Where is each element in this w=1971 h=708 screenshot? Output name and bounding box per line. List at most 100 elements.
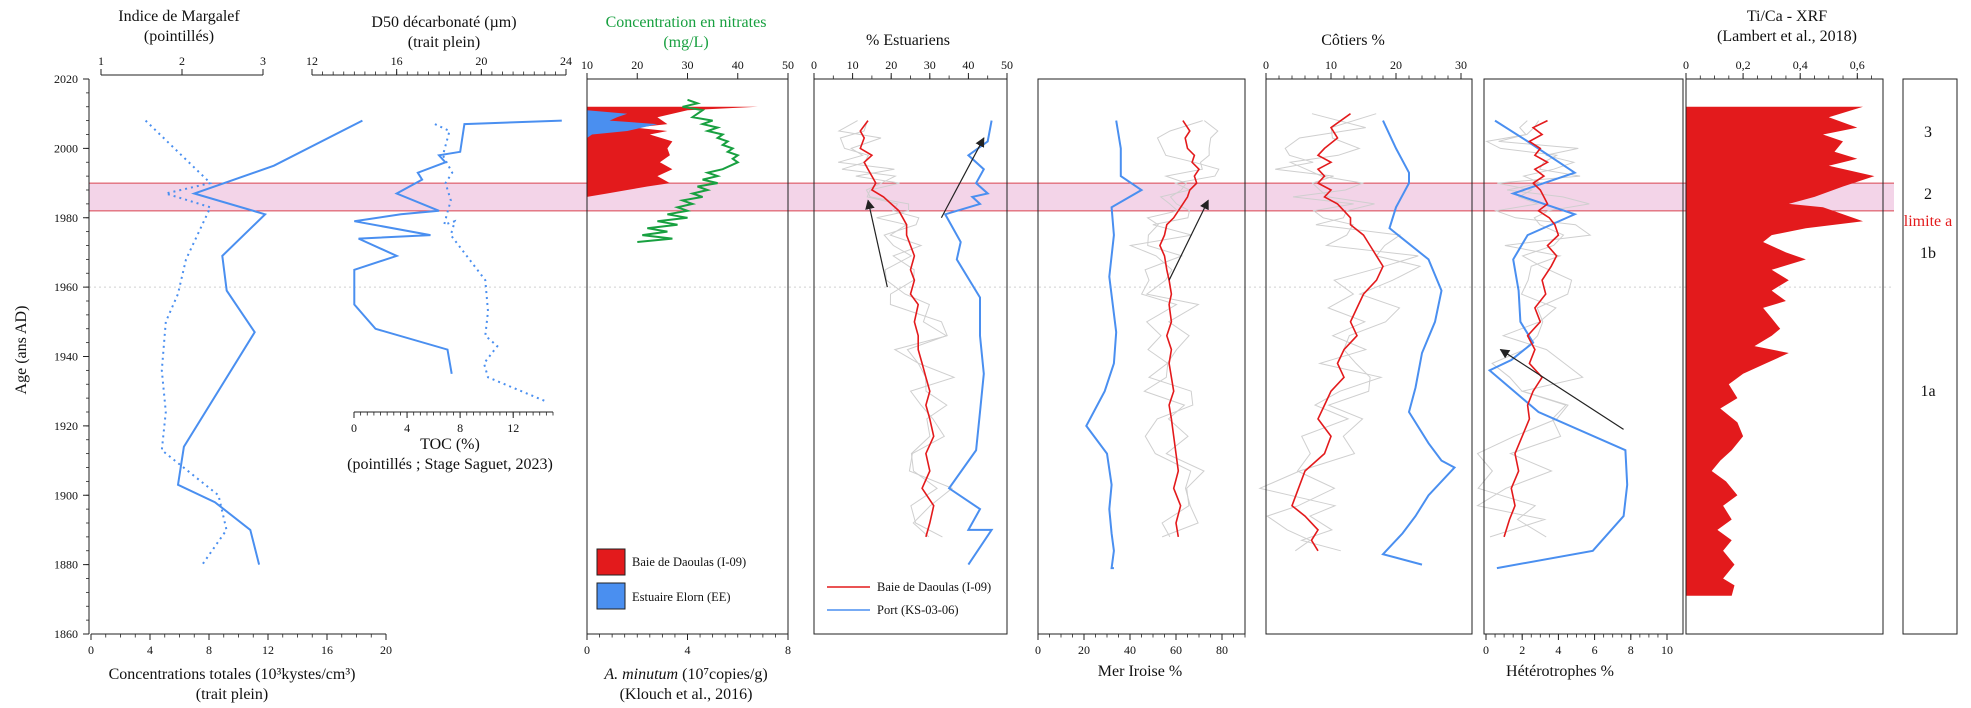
zone-label-2: 2 xyxy=(1924,186,1932,203)
iroise-tick-label: 20 xyxy=(1078,643,1090,657)
y-tick-label: 1980 xyxy=(54,211,78,225)
estuariens-tick-label: 20 xyxy=(885,58,897,72)
zone-label-1a: 1a xyxy=(1920,383,1935,400)
d50-note: (trait plein) xyxy=(408,34,480,51)
cysts-xlabel: Concentrations totales (10³kystes/cm³) xyxy=(109,666,356,683)
nitrates-title: Concentration en nitrates xyxy=(606,14,767,31)
heterotrophes-red-series-line xyxy=(1503,119,1560,538)
zone-2-band xyxy=(89,183,1894,211)
tica-tick-label: 0,2 xyxy=(1736,58,1751,72)
nitrates-tick-label: 40 xyxy=(732,58,744,72)
aminutum-unit: (10⁷copies/g) xyxy=(678,666,768,683)
iroise-grey-series xyxy=(1140,120,1220,538)
aminutum-name: A. minutum xyxy=(603,666,678,683)
d50-title: D50 décarbonaté (µm) xyxy=(371,14,516,31)
heterotrophes-trend-arrow xyxy=(1499,349,1624,430)
data-layer xyxy=(144,98,1875,596)
iroise-grey-series xyxy=(1128,120,1219,538)
heterotrophes-tick-label: 8 xyxy=(1628,643,1634,657)
port-series-line xyxy=(943,120,994,566)
toc-tick-label: 4 xyxy=(404,421,410,435)
tica-tick-label: 0,4 xyxy=(1793,58,1808,72)
toc-series-line xyxy=(434,123,547,403)
heterotrophes-blue-series-line xyxy=(1487,119,1629,570)
toc-tick-label: 12 xyxy=(507,421,519,435)
tica-title: Ti/Ca - XRF xyxy=(1747,8,1827,25)
margalef-title: Indice de Margalef xyxy=(118,8,240,25)
nitrates-series-line xyxy=(637,98,740,243)
cysts-tick-label: 20 xyxy=(380,643,392,657)
d50-tick-label: 24 xyxy=(560,54,572,68)
heterotrophes-tick-label: 10 xyxy=(1661,643,1673,657)
y-tick-label: 2000 xyxy=(54,141,78,155)
y-tick-label: 1900 xyxy=(54,488,78,502)
legend-swatch-daoulas xyxy=(596,548,626,576)
cysts-tick-label: 8 xyxy=(206,643,212,657)
zone-label-1b: 1b xyxy=(1920,245,1936,262)
zone-label-3: 3 xyxy=(1924,124,1932,141)
grey-reference-series-layer xyxy=(837,113,1592,552)
iroise-frame xyxy=(1037,78,1246,635)
toc-xlabel: TOC (%) xyxy=(420,436,480,453)
nitrates-note: (mg/L) xyxy=(663,34,708,51)
nitrates-tick-label: 20 xyxy=(631,58,643,72)
estuariens-trend-arrow-2 xyxy=(940,137,985,219)
iroise-tick-label: 60 xyxy=(1170,643,1182,657)
cysts-tick-label: 16 xyxy=(321,643,333,657)
estuariens-title: % Estuariens xyxy=(866,32,950,49)
estuariens-tick-label: 10 xyxy=(847,58,859,72)
iroise-trend-arrow xyxy=(1168,199,1209,281)
iroise-xlabel: Mer Iroise % xyxy=(1098,663,1182,680)
y-tick-label: 1960 xyxy=(54,280,78,294)
estuariens-grey-series xyxy=(837,120,948,538)
cotiers-frame xyxy=(1265,78,1473,635)
iroise-tick-label: 0 xyxy=(1035,643,1041,657)
y-axis-label: Age (ans AD) xyxy=(13,306,30,395)
iroise-tick-label: 80 xyxy=(1216,643,1228,657)
y-tick-label: 1860 xyxy=(54,627,78,641)
d50-tick-label: 20 xyxy=(475,54,487,68)
legend-label-daoulas-2: Baie de Daoulas (I-09) xyxy=(877,580,991,594)
toc-tick-label: 8 xyxy=(457,421,463,435)
zones-frame xyxy=(1902,78,1958,635)
iroise-blue-series-line xyxy=(1085,120,1144,570)
cysts-xlabel-note: (trait plein) xyxy=(196,686,268,703)
aminutum-xlabel-note: (Klouch et al., 2016) xyxy=(620,686,753,703)
cotiers-tick-label: 30 xyxy=(1455,58,1467,72)
cotiers-tick-label: 20 xyxy=(1390,58,1402,72)
heterotrophes-tick-label: 2 xyxy=(1519,643,1525,657)
legend-label-daoulas: Baie de Daoulas (I-09) xyxy=(632,555,746,569)
legend-label-port: Port (KS-03-06) xyxy=(877,603,959,617)
zone-label-limite-a: limite a xyxy=(1904,213,1952,230)
y-tick-label: 2020 xyxy=(54,72,78,86)
d50-tick-label: 12 xyxy=(306,54,318,68)
daoulas-estuariens-series-line xyxy=(859,120,935,538)
y-tick-label: 1920 xyxy=(54,419,78,433)
cysts-tick-label: 12 xyxy=(262,643,274,657)
cotiers-tick-label: 10 xyxy=(1325,58,1337,72)
background-layer xyxy=(89,182,1894,288)
aminutum-tick-label: 4 xyxy=(685,643,691,657)
cotiers-grey-series xyxy=(1258,113,1422,552)
iroise-tick-label: 40 xyxy=(1124,643,1136,657)
cotiers-title: Côtiers % xyxy=(1321,32,1385,49)
nitrates-tick-label: 10 xyxy=(581,58,593,72)
tica-tick-label: 0 xyxy=(1683,58,1689,72)
tica-area xyxy=(1686,106,1875,596)
cotiers-blue-series-line xyxy=(1381,120,1457,566)
toc-xlabel-note: (pointillés ; Stage Saguet, 2023) xyxy=(347,456,553,473)
heterotrophes-frame xyxy=(1483,78,1684,635)
elorn-aminutum-area xyxy=(587,110,658,138)
heterotrophes-tick-label: 4 xyxy=(1555,643,1561,657)
toc-tick-label: 0 xyxy=(351,421,357,435)
margalef-note: (pointillés) xyxy=(144,28,214,45)
aminutum-tick-label: 8 xyxy=(785,643,791,657)
d50-tick-label: 16 xyxy=(391,54,403,68)
estuariens-trend-arrow-1 xyxy=(865,199,888,288)
cysts-series-line xyxy=(176,119,363,565)
cysts-tick-label: 4 xyxy=(147,643,153,657)
aminutum-tick-label: 0 xyxy=(584,643,590,657)
legend-label-elorn: Estuaire Elorn (EE) xyxy=(632,590,731,604)
